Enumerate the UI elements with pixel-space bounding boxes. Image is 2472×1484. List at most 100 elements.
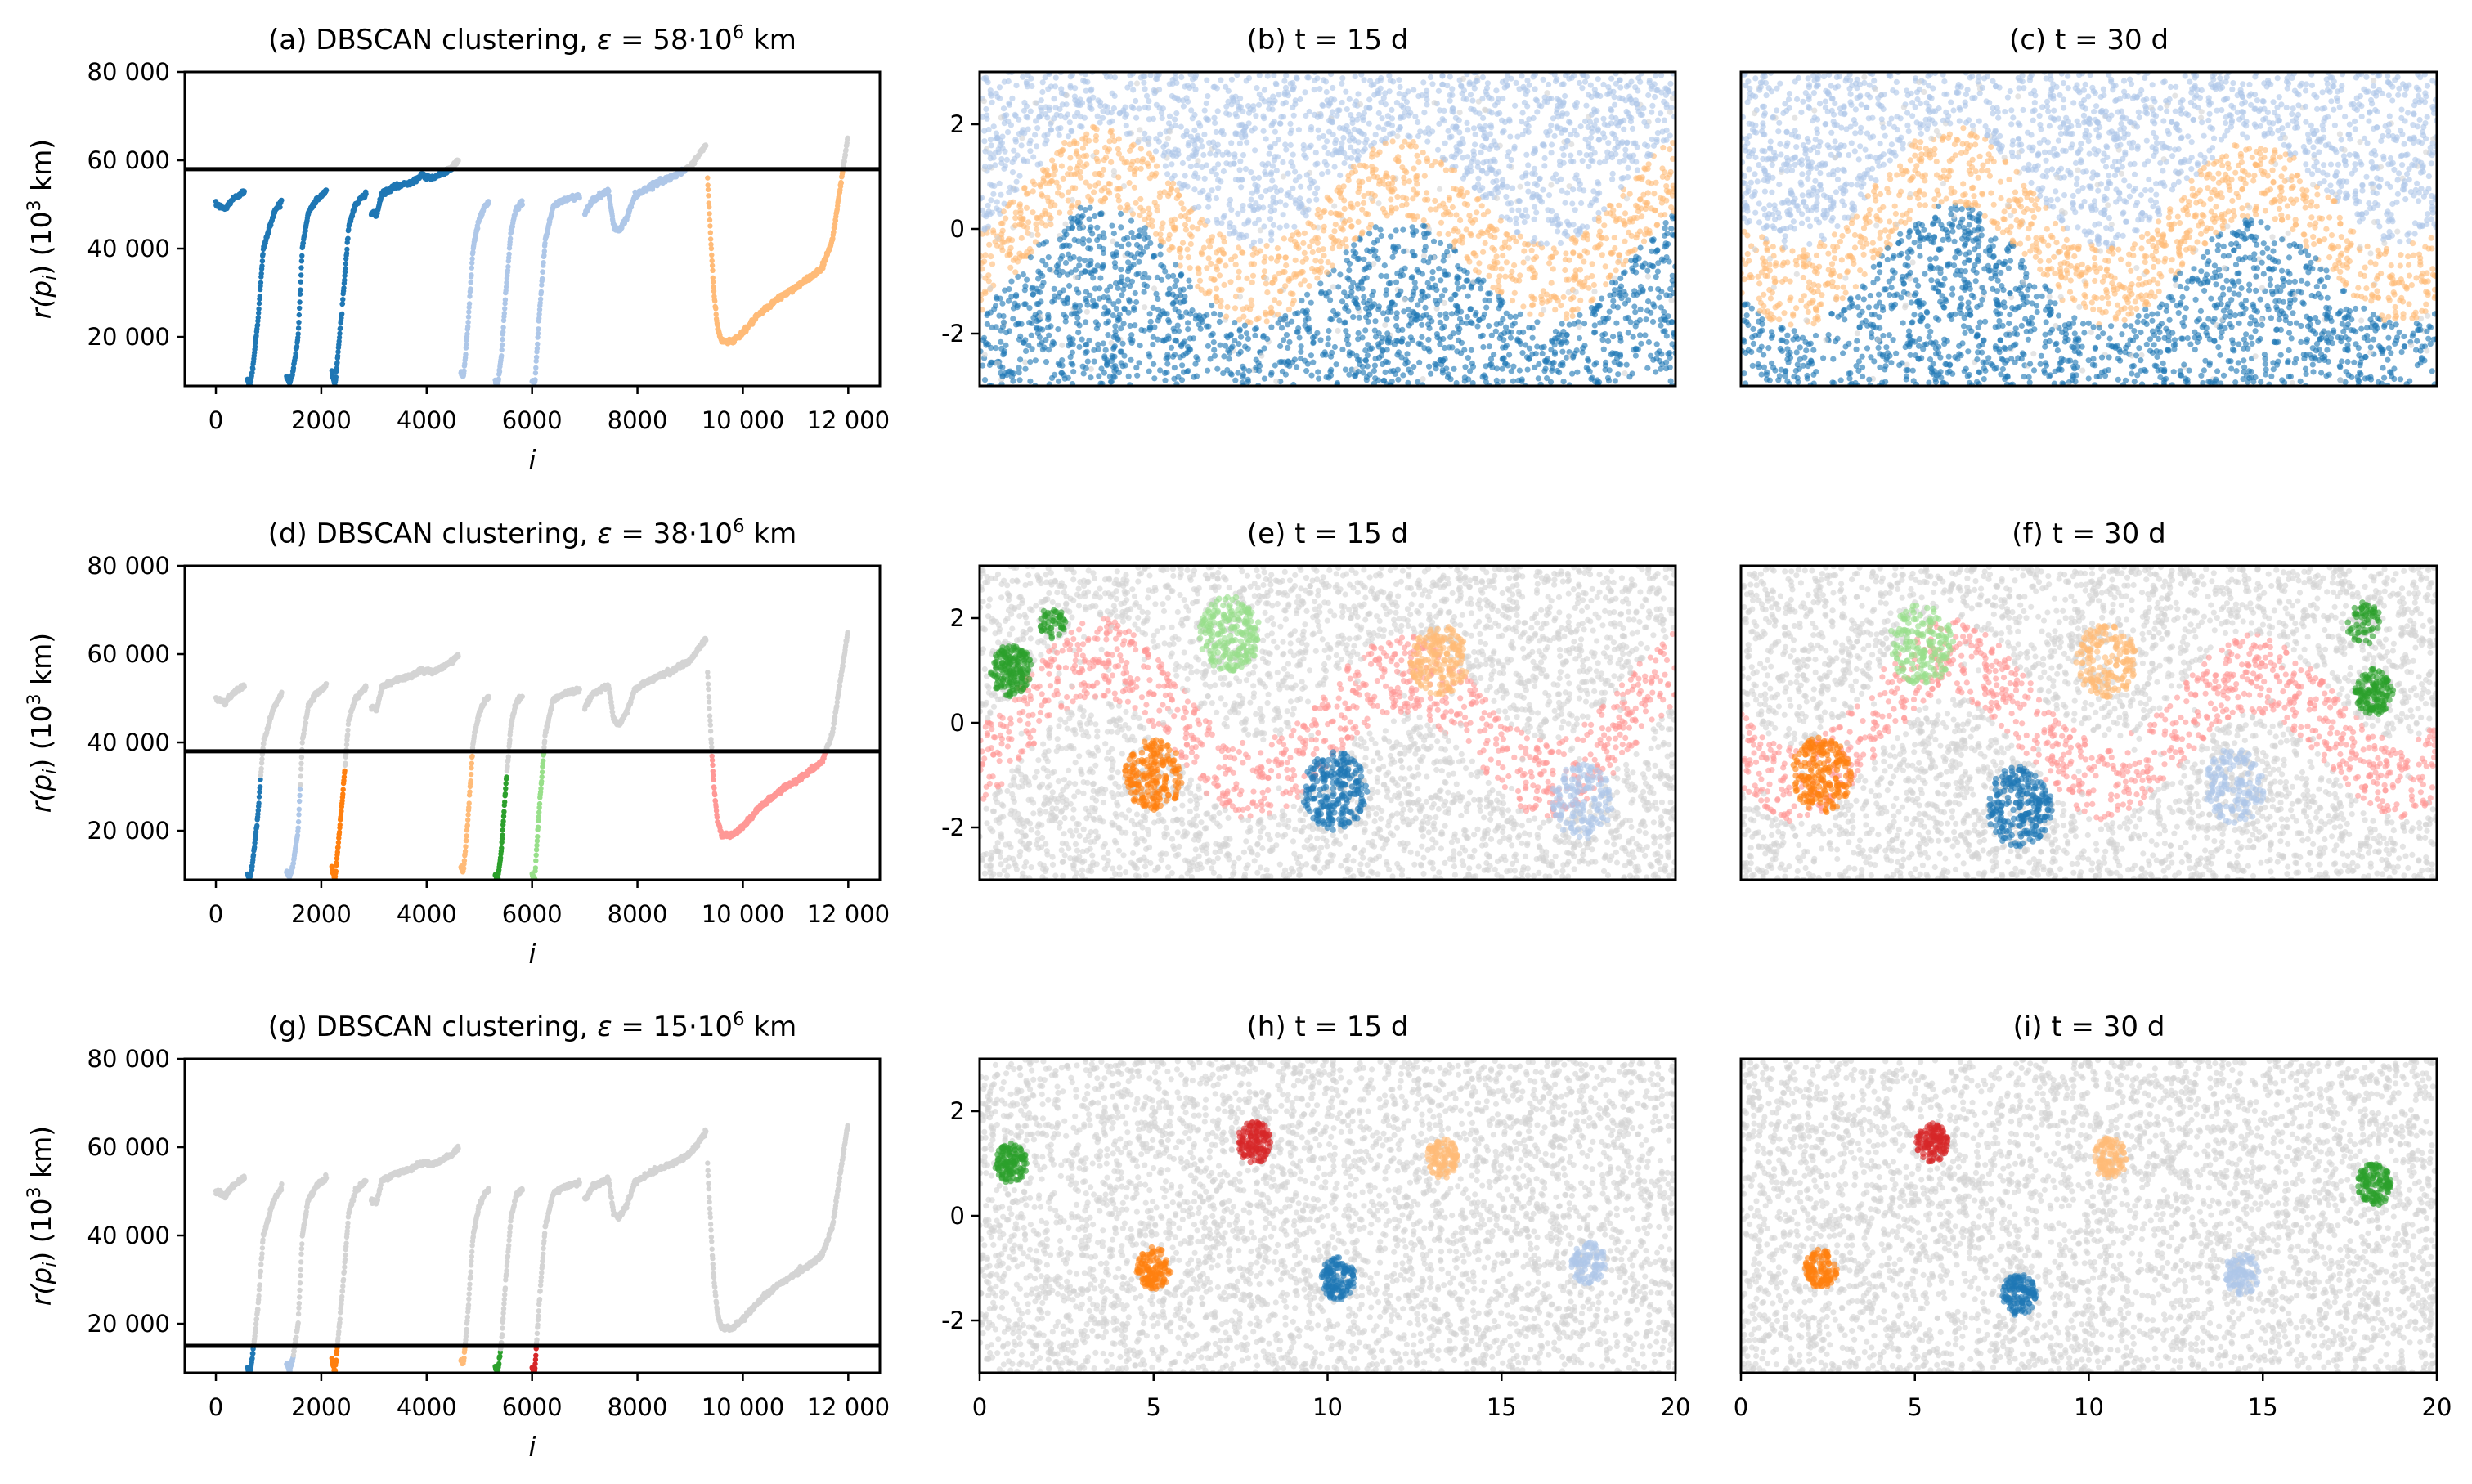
scatter-point xyxy=(1306,283,1312,289)
scatter-point xyxy=(1126,297,1133,303)
scatter-point xyxy=(1179,159,1186,167)
scatter-point xyxy=(1411,279,1418,286)
scatter-point xyxy=(1267,145,1274,151)
scatter-point xyxy=(1389,174,1396,181)
reachability-point xyxy=(465,314,472,320)
scatter-point xyxy=(1207,150,1214,157)
scatter-point xyxy=(1372,318,1379,325)
scatter-point xyxy=(1137,227,1143,234)
scatter-point xyxy=(1329,109,1335,115)
scatter-point xyxy=(1433,365,1439,372)
scatter-point xyxy=(1249,279,1255,285)
scatter-point xyxy=(1585,366,1591,373)
scatter-point xyxy=(1102,347,1109,353)
reachability-point xyxy=(341,285,347,291)
scatter-point xyxy=(1272,128,1278,135)
scatter-point xyxy=(1114,241,1120,248)
scatter-point xyxy=(1052,105,1059,111)
scatter-point xyxy=(1214,108,1221,114)
scatter-point xyxy=(1268,324,1275,330)
scatter-point xyxy=(1609,350,1616,356)
scatter-point xyxy=(1072,267,1079,273)
scatter-point xyxy=(992,150,998,156)
scatter-point xyxy=(1328,316,1335,323)
scatter-point xyxy=(1399,202,1406,208)
scatter-point xyxy=(1354,116,1361,123)
scatter-point xyxy=(1162,370,1169,376)
scatter-point xyxy=(1476,260,1483,267)
scatter-point xyxy=(1016,365,1022,371)
scatter-point xyxy=(1577,123,1584,130)
scatter-point xyxy=(1262,254,1268,261)
scatter-point xyxy=(1571,73,1577,79)
scatter-point xyxy=(1652,93,1658,101)
scatter-point xyxy=(1120,107,1127,114)
scatter-point xyxy=(1117,204,1124,211)
scatter-point xyxy=(1662,220,1669,226)
reachability-point xyxy=(295,334,301,341)
scatter-point xyxy=(1204,265,1210,271)
scatter-point xyxy=(1380,95,1387,101)
reachability-point xyxy=(256,306,262,312)
scatter-point xyxy=(1027,359,1034,365)
scatter-point xyxy=(1119,340,1126,347)
scatter-point xyxy=(1609,176,1616,182)
reachability-point xyxy=(464,342,469,347)
scatter-point xyxy=(1492,328,1499,334)
scatter-point xyxy=(984,321,990,327)
scatter-point xyxy=(1137,146,1144,152)
scatter-point xyxy=(1584,249,1590,256)
scatter-point xyxy=(1115,146,1121,152)
scatter-point xyxy=(981,128,988,134)
scatter-point xyxy=(1331,164,1338,170)
scatter-point xyxy=(1366,120,1372,127)
scatter-point xyxy=(1228,140,1235,146)
scatter-point xyxy=(1182,294,1188,300)
scatter-point xyxy=(989,182,995,189)
scatter-point xyxy=(1058,90,1065,96)
reachability-point xyxy=(502,306,508,312)
scatter-point xyxy=(1195,226,1201,232)
scatter-point xyxy=(1543,240,1550,247)
scatter-point xyxy=(1159,114,1165,122)
scatter-point xyxy=(1626,153,1633,159)
scatter-point xyxy=(1613,351,1620,357)
scatter-point xyxy=(1548,150,1555,156)
reachability-points-a xyxy=(213,135,850,386)
reachability-point xyxy=(539,282,545,288)
scatter-point xyxy=(1092,132,1100,140)
scatter-point xyxy=(1234,72,1240,78)
scatter-point xyxy=(1622,146,1629,153)
scatter-point xyxy=(1106,181,1112,187)
scatter-point xyxy=(1564,339,1570,346)
scatter-point xyxy=(1468,347,1474,353)
scatter-point xyxy=(1584,223,1590,231)
reachability-point xyxy=(705,186,711,192)
scatter-point xyxy=(1514,133,1521,140)
reachability-point xyxy=(342,277,348,283)
scatter-point xyxy=(1249,128,1255,134)
scatter-point xyxy=(1016,370,1022,376)
scatter-point xyxy=(1159,225,1165,231)
scatter-point xyxy=(1435,87,1442,94)
scatter-point xyxy=(1436,231,1442,237)
scatter-point xyxy=(1386,88,1393,95)
scatter-point xyxy=(1130,141,1137,148)
scatter-point xyxy=(1378,272,1384,279)
scatter-point xyxy=(1322,78,1330,85)
scatter-point xyxy=(1213,171,1219,177)
scatter-point xyxy=(1267,203,1274,209)
scatter-point xyxy=(1511,289,1518,296)
scatter-point xyxy=(1355,153,1362,159)
scatter-point xyxy=(1588,93,1595,101)
scatter-point xyxy=(1065,374,1071,381)
scatter-point xyxy=(1325,150,1331,157)
scatter-point xyxy=(1290,84,1297,91)
scatter-point xyxy=(1621,126,1627,132)
scatter-point xyxy=(1382,369,1389,375)
scatter-point xyxy=(1427,254,1433,261)
scatter-point xyxy=(1653,73,1659,79)
scatter-point xyxy=(1570,186,1577,193)
scatter-point xyxy=(1308,372,1315,379)
scatter-point xyxy=(1503,194,1510,200)
